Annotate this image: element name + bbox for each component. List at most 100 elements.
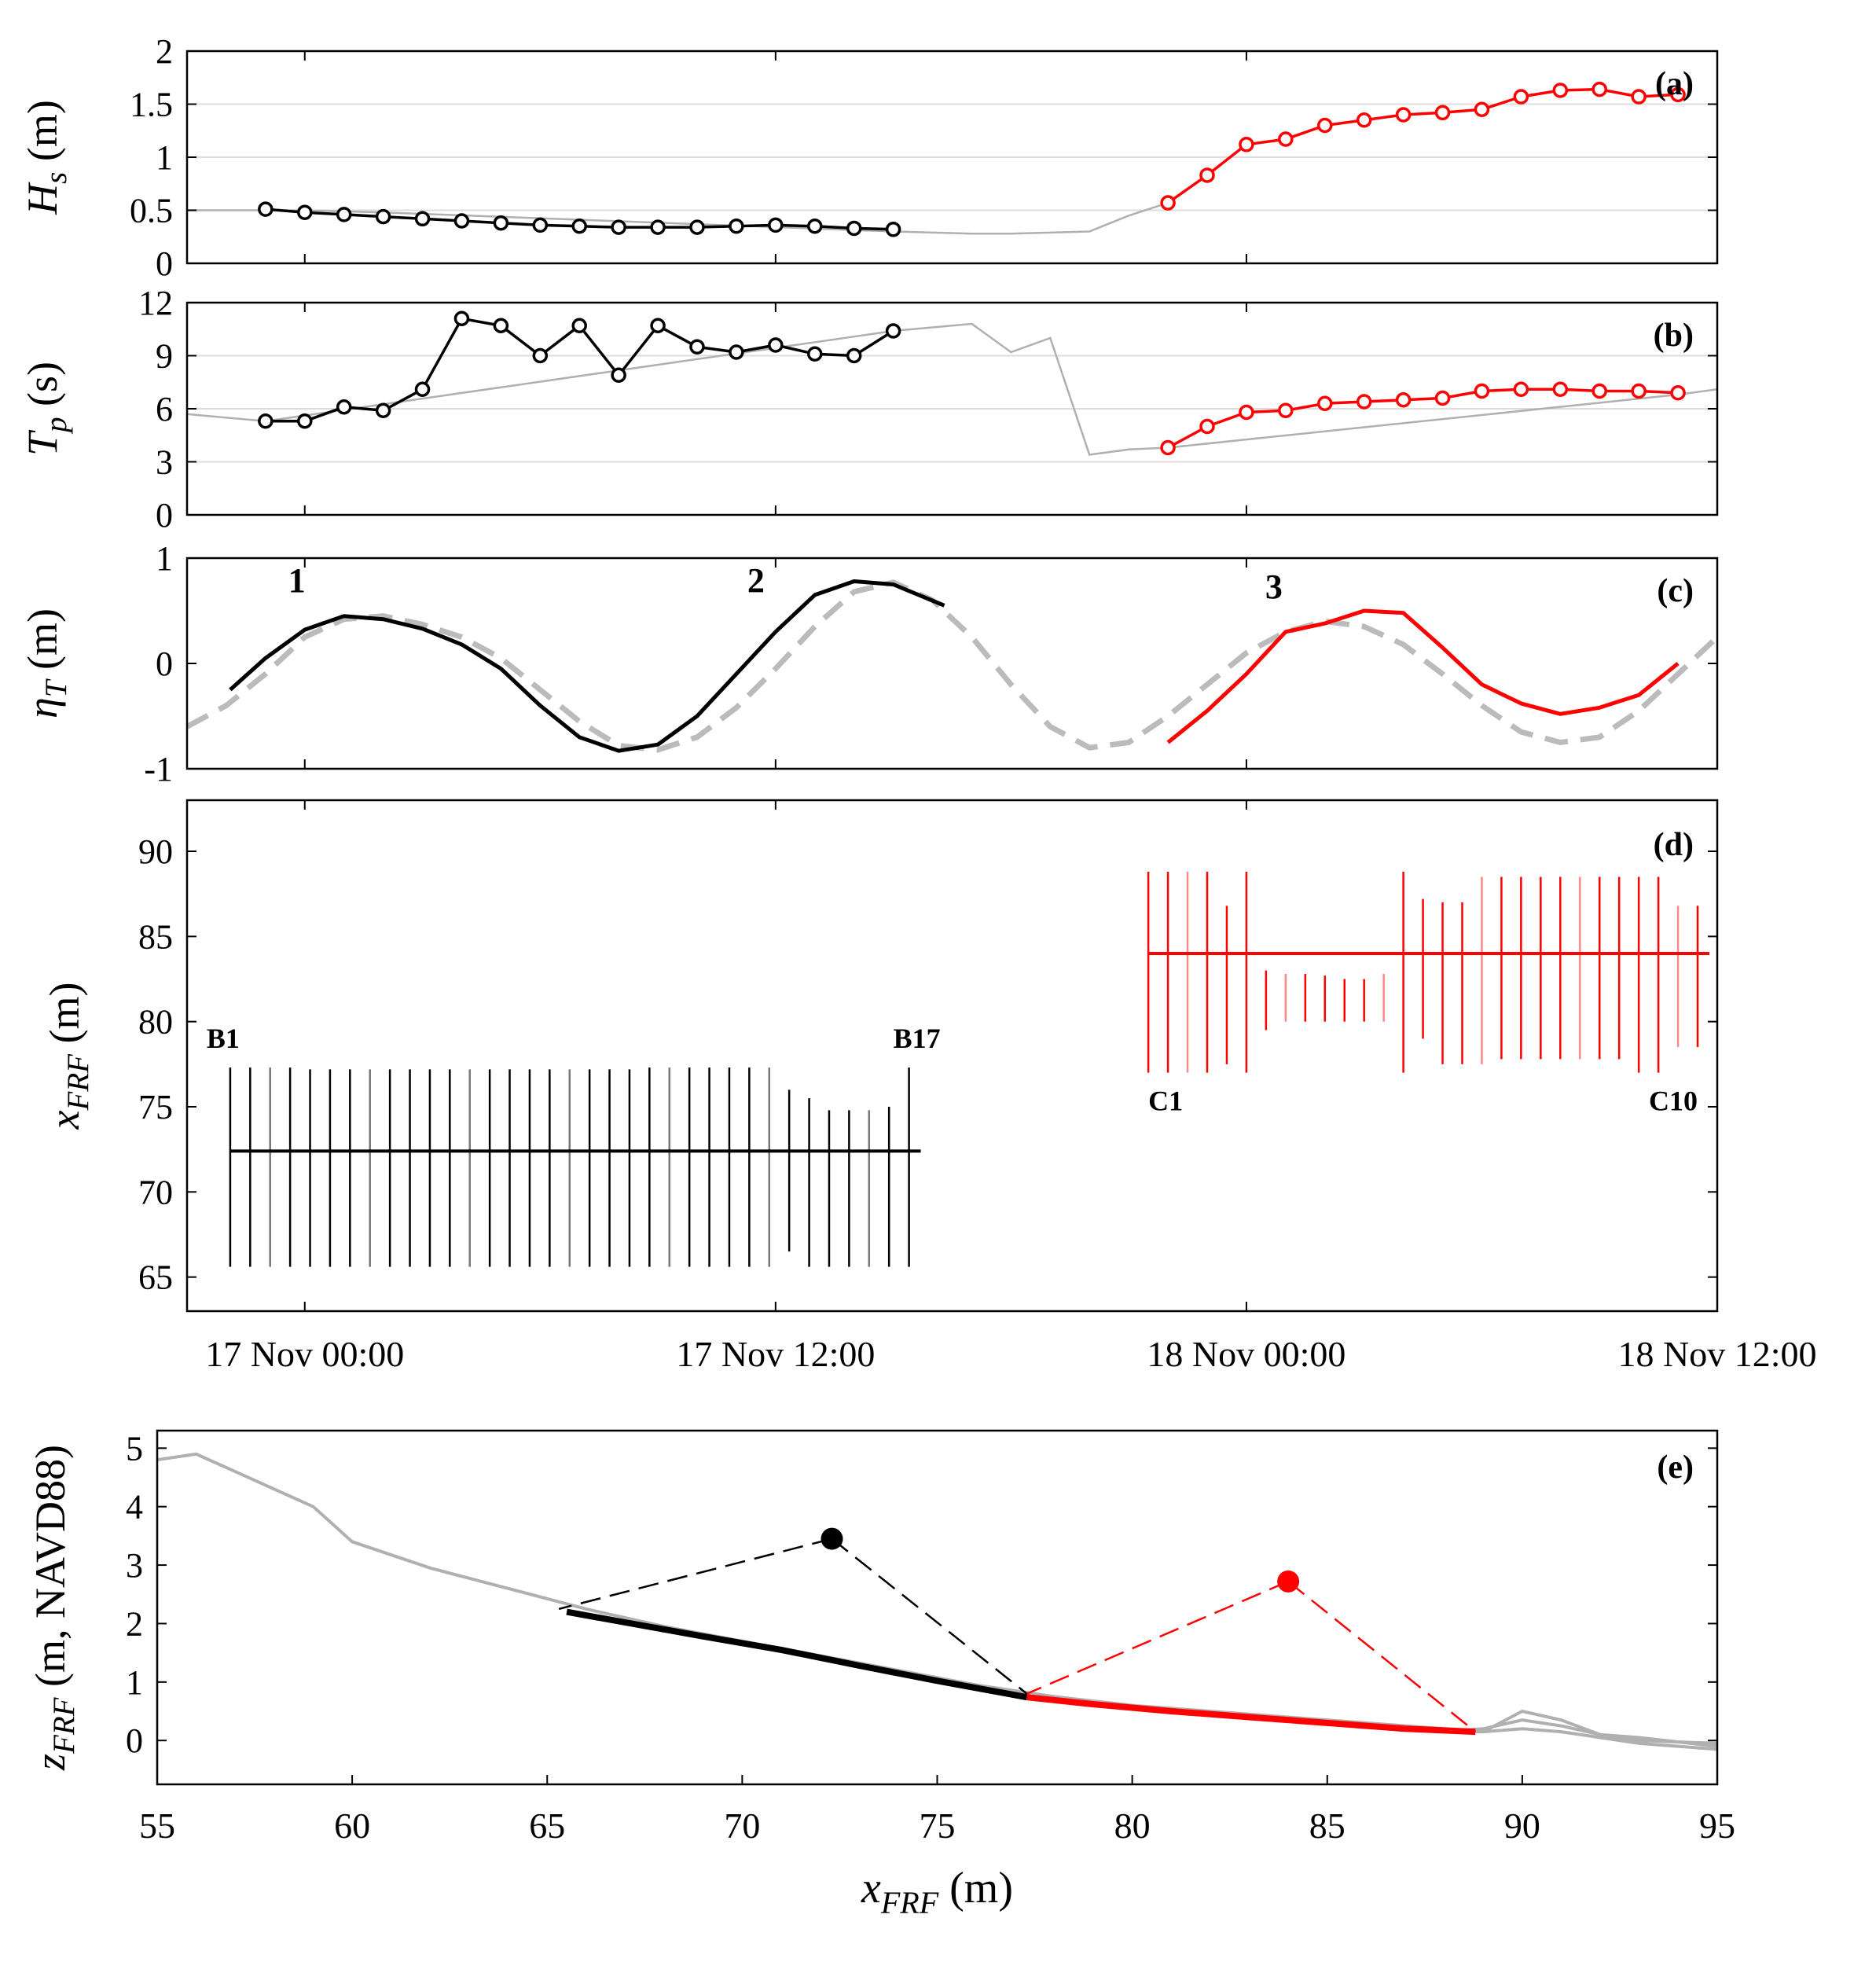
- y-tick-label: -1: [144, 750, 173, 788]
- data-point: [1513, 381, 1529, 397]
- data-point: [493, 215, 509, 231]
- data-point: [768, 337, 784, 353]
- data-point: [611, 219, 626, 235]
- series-line: [1026, 1694, 1476, 1736]
- axis-label-symbol: x: [41, 1110, 88, 1130]
- y-axis-label: Tp (s): [19, 362, 73, 456]
- group-end-label: B17: [894, 1023, 941, 1054]
- y-tick-label: 0: [156, 645, 173, 683]
- y-tick-label: 2: [126, 1604, 143, 1643]
- series-line: [229, 579, 945, 753]
- axis-label-symbol: η: [19, 697, 66, 718]
- data-point: [336, 399, 352, 415]
- axes-frame: [185, 799, 1719, 1313]
- data-point: [1356, 394, 1372, 410]
- panel-label: (e): [1657, 1449, 1694, 1486]
- axis-label-subscript: T: [39, 678, 73, 697]
- scanner-ray: [558, 1538, 832, 1611]
- data-point: [885, 323, 901, 339]
- data-point: [1474, 383, 1490, 399]
- data-point: [1199, 418, 1215, 435]
- y-tick-label: 65: [138, 1258, 173, 1297]
- y-tick-label: 1: [156, 539, 173, 578]
- plot-area: [187, 579, 1717, 753]
- y-tick-label: 75: [138, 1088, 173, 1126]
- axis-label-symbol: T: [19, 429, 66, 456]
- data-point: [336, 207, 352, 222]
- data-point: [885, 222, 901, 237]
- data-point: [1395, 107, 1412, 123]
- axis-label-unit: (m, NAVD88): [27, 1445, 74, 1698]
- axis-label-subscript: FRF: [61, 1053, 95, 1111]
- data-point: [1631, 383, 1647, 399]
- data-point: [1670, 385, 1686, 401]
- tide-event-label: 2: [747, 561, 765, 600]
- x-tick-label: 60: [334, 1806, 370, 1846]
- panel-label: (c): [1657, 573, 1694, 609]
- data-point: [768, 217, 784, 233]
- data-point: [1317, 395, 1333, 411]
- axis-label-unit: (m): [41, 983, 88, 1054]
- data-point: [414, 381, 431, 397]
- x-axis-label: xFRF (m): [861, 1864, 1013, 1920]
- group-start-label: C1: [1148, 1086, 1183, 1117]
- plot-area: [187, 51, 1717, 263]
- data-point: [493, 318, 509, 333]
- data-point: [297, 413, 313, 429]
- axis-label-unit: (m): [19, 100, 66, 171]
- data-point: [1239, 404, 1254, 421]
- data-point: [1513, 89, 1529, 105]
- panel-label: (a): [1655, 66, 1694, 102]
- y-tick-label: 12: [138, 284, 173, 322]
- x-tick-label: 95: [1699, 1806, 1735, 1846]
- axis-label-subscript: FRF: [47, 1696, 81, 1754]
- panel-label: (d): [1654, 827, 1694, 863]
- y-tick-label: 6: [156, 390, 173, 428]
- plot-area: [157, 1452, 1717, 1751]
- panel-a: 0 0.5 1 1.5 2 (a): [130, 32, 1719, 283]
- data-point: [1552, 381, 1569, 397]
- y-tick-label: 70: [138, 1173, 173, 1211]
- data-point: [1434, 390, 1451, 406]
- data-point: [1239, 137, 1254, 152]
- x-tick-label: 80: [1114, 1806, 1151, 1846]
- scanner-ray: [831, 1538, 1028, 1695]
- data-point: [1356, 112, 1372, 128]
- data-point: [729, 219, 744, 234]
- data-point: [1160, 439, 1176, 456]
- data-point: [807, 219, 823, 234]
- tide-event-label: 1: [288, 561, 306, 600]
- data-point: [1434, 105, 1451, 121]
- data-point: [1591, 81, 1607, 97]
- y-tick-label: 90: [138, 832, 173, 871]
- axis-label-symbol: z: [27, 1754, 74, 1771]
- background-profile: [1444, 1727, 1717, 1751]
- background-time-series: [187, 322, 1717, 456]
- axis-label-symbol: x: [861, 1864, 881, 1912]
- axis-label-symbol: H: [19, 182, 66, 215]
- data-point: [1670, 86, 1686, 103]
- time-tick-label: 17 Nov 12:00: [676, 1334, 875, 1374]
- time-tick-label: 17 Nov 00:00: [205, 1334, 404, 1374]
- panel-c: -1 0 1 (c) 1 2 3: [144, 539, 1719, 788]
- axis-label-subscript: s: [39, 172, 73, 184]
- axis-label-unit: (m): [19, 608, 66, 680]
- background-time-series: [187, 201, 1169, 235]
- axis-label-unit: (m): [938, 1864, 1013, 1912]
- y-tick-label: 1.5: [130, 86, 173, 124]
- y-axis-label: zFRF (m, NAVD88): [27, 1445, 81, 1771]
- background-profile: [1444, 1718, 1717, 1745]
- y-tick-label: 0: [156, 496, 173, 535]
- data-point: [846, 220, 862, 237]
- data-point: [846, 347, 862, 364]
- data-point: [1278, 402, 1294, 418]
- data-point: [1631, 89, 1647, 105]
- data-point: [729, 344, 744, 360]
- y-tick-label: 3: [126, 1546, 143, 1585]
- y-tick-label: 2: [156, 32, 173, 71]
- data-point: [807, 346, 823, 362]
- data-point: [611, 367, 626, 383]
- plot-area: [229, 872, 1710, 1267]
